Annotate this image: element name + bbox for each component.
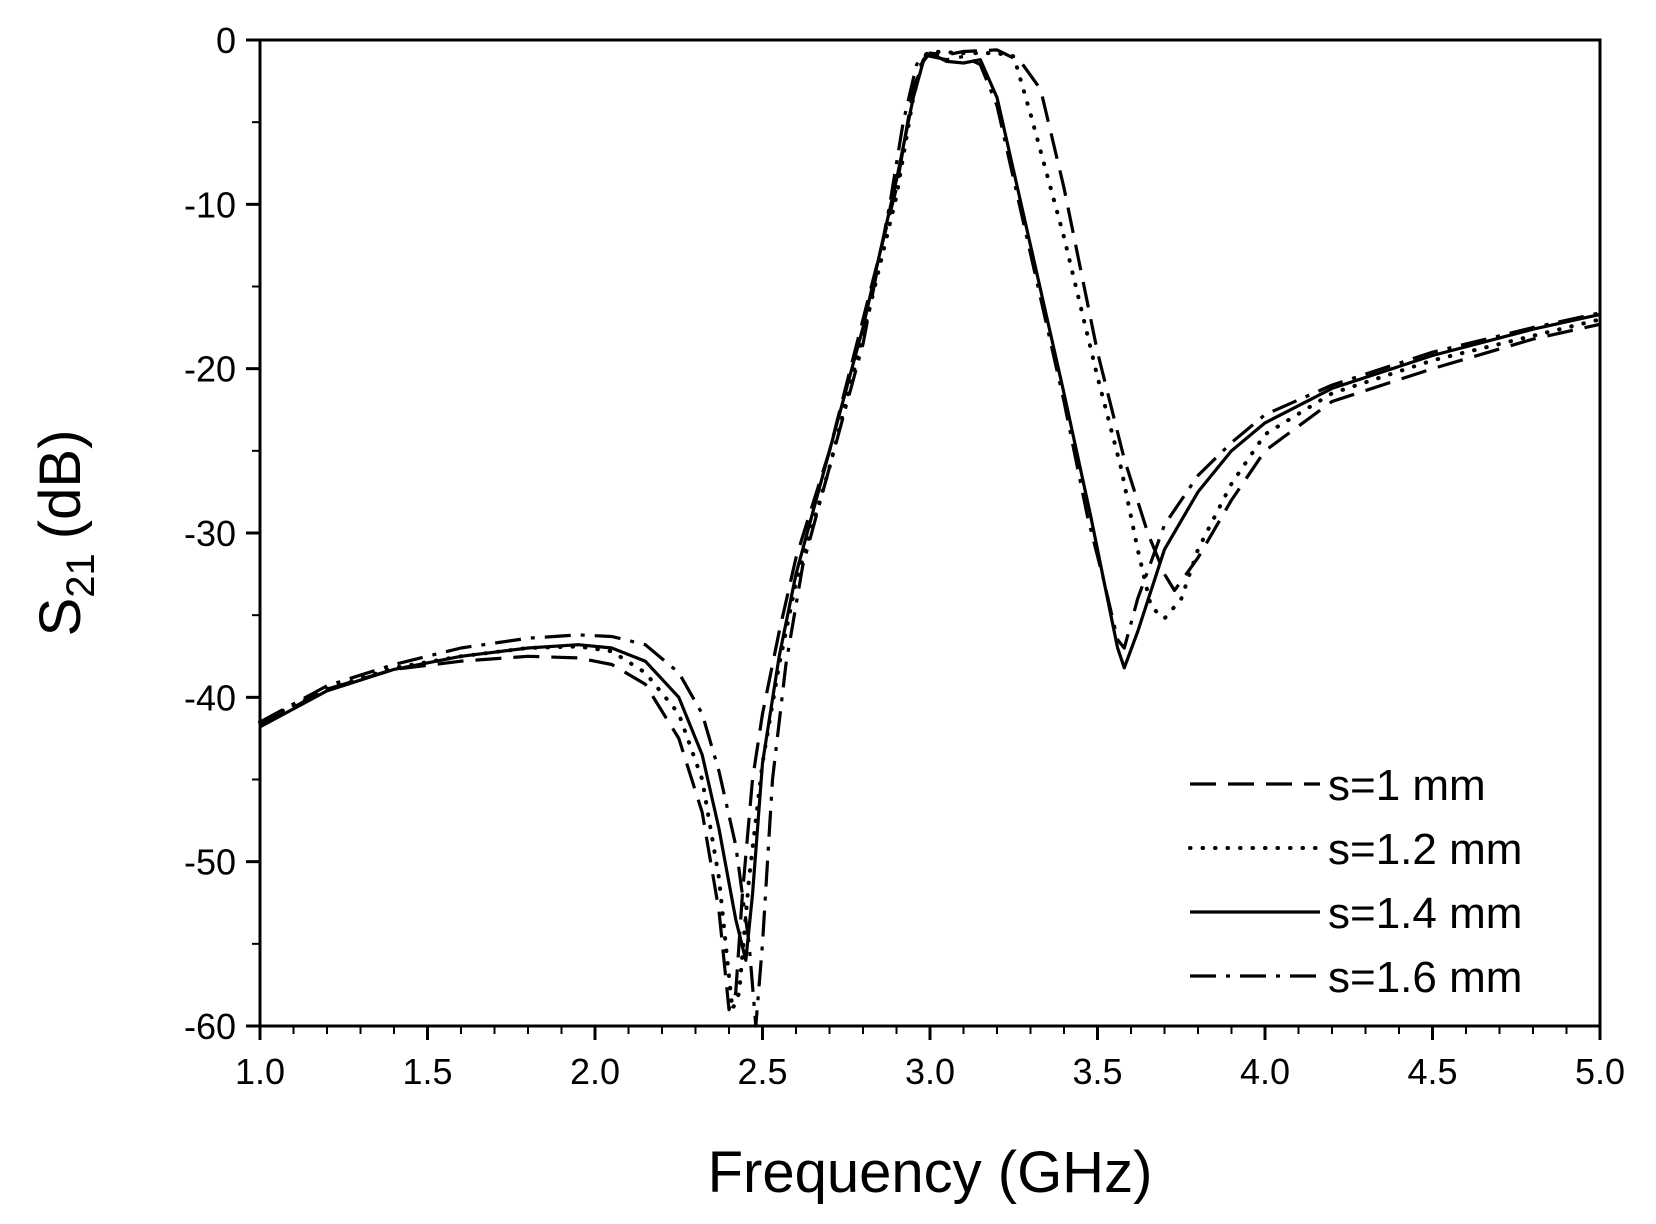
x-tick-label: 1.5 <box>402 1051 452 1092</box>
y-axis-title-unit: (dB) <box>28 430 93 540</box>
legend: s=1 mm s=1.2 mm s=1.4 mm s=1.6 mm <box>1188 761 1522 1002</box>
x-tick-label: 2.0 <box>570 1051 620 1092</box>
x-tick-label: 3.0 <box>905 1051 955 1092</box>
y-tick-label: 0 <box>216 20 236 61</box>
y-axis-title-subscript: 21 <box>59 553 103 598</box>
x-tick-label: 2.5 <box>737 1051 787 1092</box>
x-tick-label: 3.5 <box>1072 1051 1122 1092</box>
y-tick-label: -50 <box>184 842 236 883</box>
y-axis-title-main: S <box>28 598 93 637</box>
y-tick-label: -30 <box>184 513 236 554</box>
y-tick-label: -10 <box>184 184 236 225</box>
legend-label-4: s=1.6 mm <box>1328 953 1522 1002</box>
legend-label-3: s=1.4 mm <box>1328 889 1522 938</box>
x-axis-title: Frequency (GHz) <box>708 1140 1153 1205</box>
x-tick-label: 1.0 <box>235 1051 285 1092</box>
y-axis-title: S21 (dB) <box>28 430 103 637</box>
y-tick-label: -60 <box>184 1006 236 1047</box>
series-line-3 <box>259 51 1601 962</box>
y-tick-label: -40 <box>184 677 236 718</box>
y-tick-label: -20 <box>184 349 236 390</box>
data-series <box>258 48 1602 1028</box>
legend-label-2: s=1.2 mm <box>1328 825 1522 874</box>
x-tick-label: 5.0 <box>1575 1051 1625 1092</box>
series-line-4 <box>259 53 1601 1028</box>
axis-tick-labels: 1.0 1.5 2.0 2.5 3.0 3.5 4.0 4.5 5.0 0 -10 -20 -30 -40… <box>184 20 1625 1092</box>
legend-label-1: s=1 mm <box>1328 761 1486 810</box>
x-tick-label: 4.5 <box>1407 1051 1457 1092</box>
x-tick-label: 4.0 <box>1240 1051 1290 1092</box>
plot-frame <box>258 38 1602 1028</box>
plot-area: 1.0 1.5 2.0 2.5 3.0 3.5 4.0 4.5 5.0 0 -10 -20 -30 -40… <box>184 20 1625 1092</box>
axis-ticks <box>246 38 1602 1040</box>
